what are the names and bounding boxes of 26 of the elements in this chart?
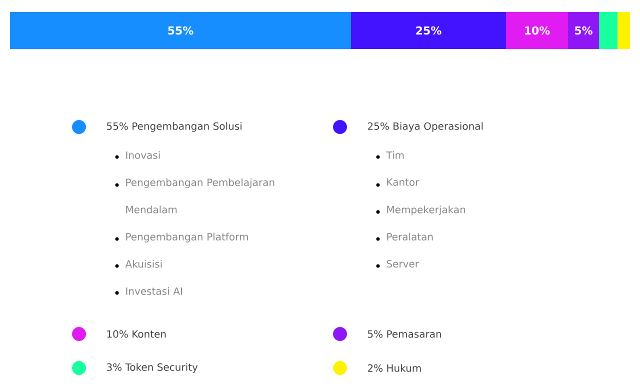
legend-label: 3% Token Security [106, 363, 198, 373]
text: Investasi AI [126, 287, 182, 295]
bar [568, 12, 599, 49]
data-label: 10% [525, 26, 550, 35]
legend-label: 55% Pengembangan Solusi [106, 122, 242, 132]
text: Mempekerjakan [387, 206, 466, 216]
text: Peralatan [387, 232, 433, 241]
text: Akuisisi [125, 260, 162, 268]
bar [506, 12, 568, 49]
bar [598, 12, 618, 49]
text: Inovasi [126, 151, 160, 159]
data-label: 25% [416, 26, 442, 35]
text: Tim [386, 151, 404, 159]
data-label: 55% [168, 26, 194, 35]
text: Kantor [387, 178, 420, 186]
legend-label: 25% Biaya Operasional [368, 122, 483, 132]
text: Pengembangan Platform [126, 232, 248, 242]
bar [351, 12, 506, 49]
text: Server [386, 260, 419, 268]
legend-label: 2% Hukum [368, 364, 421, 372]
text: Pengembangan Pembelajaran Mendalam [126, 178, 274, 214]
bar [618, 12, 630, 49]
legend-label: 5% Pemasaran [368, 330, 442, 338]
legend-label: 10% Konten [107, 330, 166, 338]
bar [10, 12, 351, 49]
data-label: 5% [575, 26, 592, 35]
